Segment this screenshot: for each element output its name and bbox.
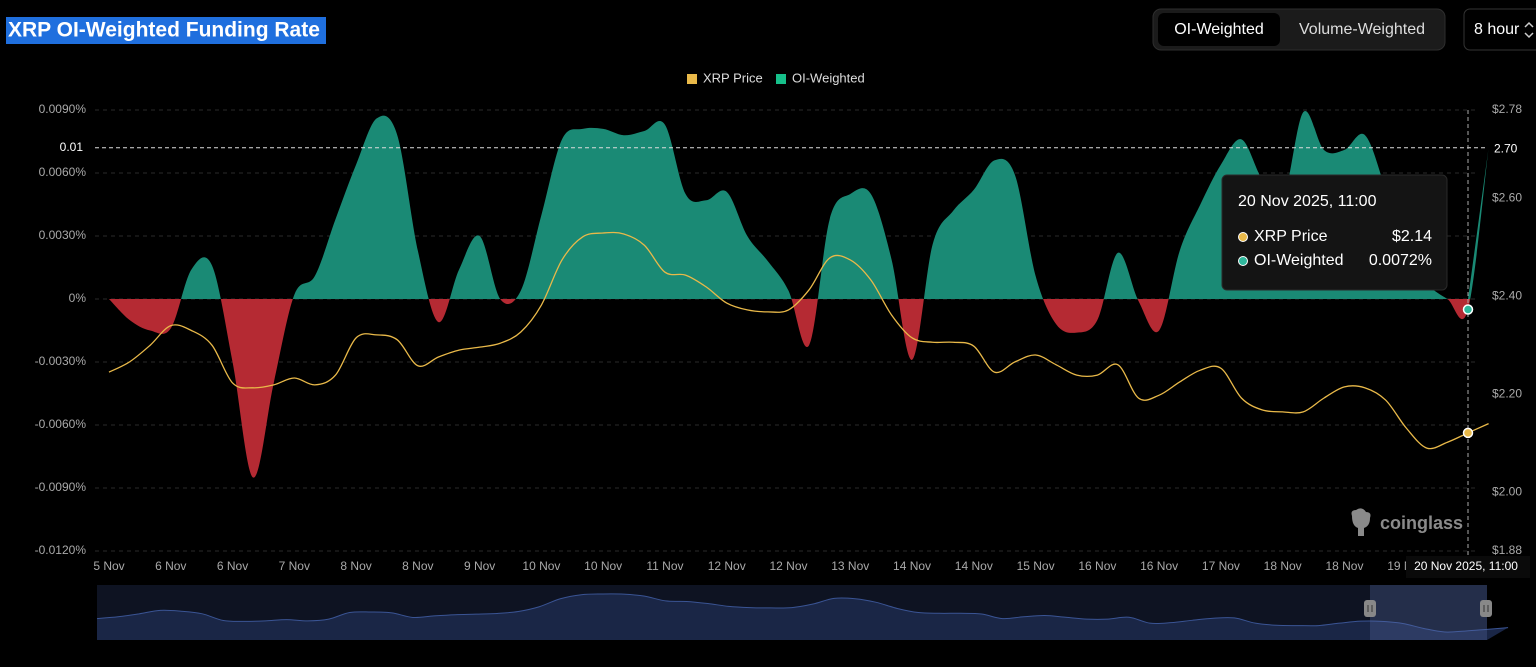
tooltip-name: XRP Price (1254, 228, 1328, 245)
x-tick-label: 17 Nov (1202, 559, 1240, 573)
watermark: coinglass (1380, 513, 1463, 533)
interval-label: 8 hour (1474, 21, 1520, 38)
y2-tick-label: $2.00 (1492, 484, 1522, 498)
crosshair-marker (1462, 304, 1474, 315)
tab[interactable]: Volume-Weighted (1299, 21, 1425, 38)
legend-label: OI-Weighted (792, 70, 865, 85)
navigator-handle-grip (1483, 605, 1489, 612)
x-tick-label: 9 Nov (464, 559, 495, 573)
x-tick-label: 15 Nov (1017, 559, 1055, 573)
x-tick-label: 16 Nov (1078, 559, 1116, 573)
x-tick-label: 14 Nov (955, 559, 993, 573)
watermark-logo (1351, 508, 1371, 536)
y-tick-label: -0.0030% (35, 354, 87, 368)
chart-title: XRP OI-Weighted Funding Rate (8, 19, 320, 42)
tooltip-name: OI-Weighted (1254, 252, 1344, 269)
x-tick-label: 10 Nov (584, 559, 622, 573)
x-tick-label: 11 Nov (646, 559, 683, 573)
tab[interactable]: OI-Weighted (1174, 21, 1264, 38)
x-tick-label: 12 Nov (769, 559, 807, 573)
navigator-handle[interactable] (1480, 600, 1492, 617)
navigator-selection (1370, 585, 1487, 640)
tooltip-bg (1221, 174, 1448, 291)
x-tick-label: 6 Nov (217, 559, 248, 573)
x-tick-label: 8 Nov (340, 559, 371, 573)
x-tick-label: 5 Nov (93, 559, 124, 573)
tooltip: 20 Nov 2025, 11:00 XRP Price $2.14 OI-Weigh… (1221, 174, 1448, 291)
tooltip-dot (1238, 232, 1248, 242)
tooltip-dot (1238, 256, 1248, 266)
x-tick-label: 18 Nov (1325, 559, 1363, 573)
x-tick-label: 14 Nov (893, 559, 931, 573)
legend-label: XRP Price (703, 70, 763, 85)
y-tick-label: -0.0090% (35, 480, 87, 494)
price-line (108, 231, 1489, 450)
x-tick-label: 10 Nov (522, 559, 560, 573)
y-tick-label: 0% (69, 291, 87, 305)
y2-tick-label: $2.20 (1492, 386, 1522, 400)
crosshair-marker (1462, 427, 1474, 439)
x-tick-label: 7 Nov (279, 559, 310, 573)
navigator-line (96, 593, 1509, 633)
tooltip-title: 20 Nov 2025, 11:00 (1238, 193, 1377, 210)
navigator-handle[interactable] (1364, 600, 1376, 617)
x-tick-label: 8 Nov (402, 559, 433, 573)
x-tick-label: 13 Nov (831, 559, 869, 573)
y-tick-label: 0.0060% (39, 165, 87, 179)
x-crosshair-label: 20 Nov 2025, 11:00 (1414, 559, 1518, 573)
x-tick-label: 6 Nov (155, 559, 186, 573)
legend-swatch (687, 74, 697, 84)
legend-swatch (776, 74, 786, 84)
navigator-area (97, 593, 1509, 640)
y-tick-label: -0.0120% (35, 543, 87, 557)
y-tick-label: -0.0060% (35, 417, 87, 431)
y2-tick-label: $1.88 (1492, 543, 1522, 557)
x-tick-label: 16 Nov (1140, 559, 1178, 573)
y-tick-label: 0.0030% (39, 228, 87, 242)
y2-tick-label: $2.60 (1492, 190, 1522, 204)
title-highlight (6, 17, 326, 44)
tooltip-value: 0.0072% (1369, 252, 1432, 269)
tooltip-value: $2.14 (1392, 228, 1432, 245)
select-chevron (1524, 21, 1534, 39)
y2-tick-label: $2.78 (1492, 102, 1522, 116)
y2-tick-label: $2.40 (1492, 288, 1522, 302)
x-tick-label: 12 Nov (708, 559, 746, 573)
area-negative (109, 299, 1471, 478)
y-tick-label: 0.0090% (39, 102, 87, 116)
x-tick-label: 18 Nov (1264, 559, 1302, 573)
navigator-handle-grip (1367, 605, 1373, 612)
crosshair-y2-label: 2.70 (1494, 141, 1518, 155)
x-crosshair-label-bg (1406, 556, 1530, 578)
interval-select[interactable] (1463, 8, 1536, 51)
crosshair-y-label: 0.01 (60, 140, 84, 154)
tab-active-bg (1158, 13, 1280, 46)
